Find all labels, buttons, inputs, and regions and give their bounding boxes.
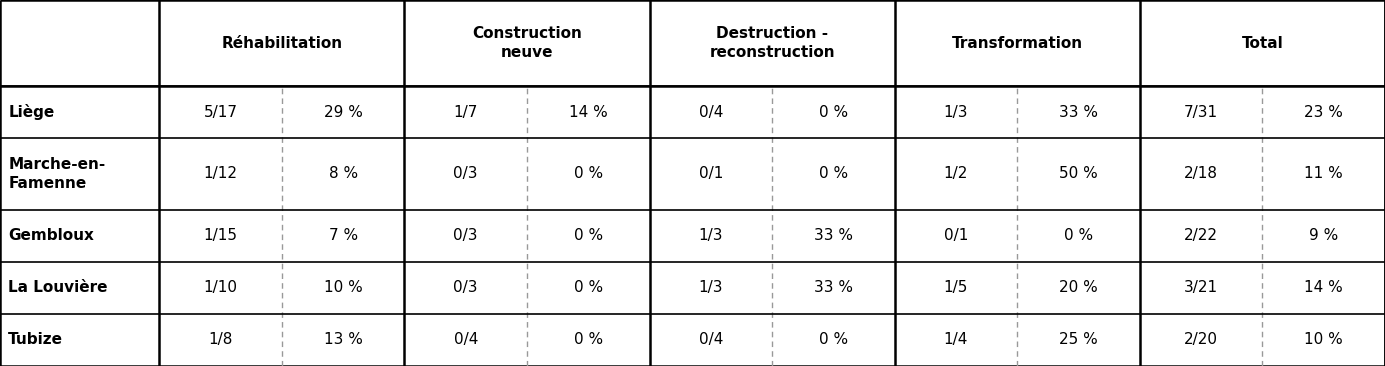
Text: 7 %: 7 % [328, 228, 357, 243]
Text: 25 %: 25 % [1060, 332, 1098, 347]
Text: 14 %: 14 % [1305, 280, 1343, 295]
Text: 0/4: 0/4 [698, 105, 723, 120]
Text: 0/3: 0/3 [453, 228, 478, 243]
Text: Réhabilitation: Réhabilitation [222, 36, 342, 51]
Text: 0/1: 0/1 [698, 167, 723, 182]
Text: Liège: Liège [8, 104, 54, 120]
Text: Total: Total [1241, 36, 1284, 51]
Text: 2/20: 2/20 [1184, 332, 1219, 347]
Text: 7/31: 7/31 [1184, 105, 1219, 120]
Text: 1/3: 1/3 [698, 228, 723, 243]
Text: 1/4: 1/4 [943, 332, 968, 347]
Text: 0/3: 0/3 [453, 280, 478, 295]
Text: 8 %: 8 % [328, 167, 357, 182]
Text: 33 %: 33 % [814, 228, 853, 243]
Text: 1/10: 1/10 [204, 280, 238, 295]
Text: 1/15: 1/15 [204, 228, 238, 243]
Text: 5/17: 5/17 [204, 105, 238, 120]
Text: 13 %: 13 % [324, 332, 363, 347]
Text: 1/7: 1/7 [453, 105, 478, 120]
Text: 1/2: 1/2 [943, 167, 968, 182]
Text: 20 %: 20 % [1060, 280, 1098, 295]
Text: La Louvière: La Louvière [8, 280, 108, 295]
Text: 33 %: 33 % [814, 280, 853, 295]
Text: 9 %: 9 % [1309, 228, 1338, 243]
Text: 0 %: 0 % [1064, 228, 1093, 243]
Text: 0 %: 0 % [573, 280, 602, 295]
Text: 0 %: 0 % [819, 105, 848, 120]
Text: 11 %: 11 % [1305, 167, 1343, 182]
Text: 1/12: 1/12 [204, 167, 238, 182]
Text: 0 %: 0 % [573, 167, 602, 182]
Text: 0 %: 0 % [819, 332, 848, 347]
Text: 50 %: 50 % [1060, 167, 1098, 182]
Text: Gembloux: Gembloux [8, 228, 94, 243]
Text: 0/3: 0/3 [453, 167, 478, 182]
Text: Destruction -
reconstruction: Destruction - reconstruction [709, 26, 835, 60]
Text: 0/4: 0/4 [698, 332, 723, 347]
Text: 2/22: 2/22 [1184, 228, 1219, 243]
Text: 0/4: 0/4 [453, 332, 478, 347]
Text: Construction
neuve: Construction neuve [472, 26, 582, 60]
Text: 14 %: 14 % [569, 105, 608, 120]
Text: 0/1: 0/1 [943, 228, 968, 243]
Text: Marche-en-
Famenne: Marche-en- Famenne [8, 157, 105, 191]
Text: 1/5: 1/5 [943, 280, 968, 295]
Text: 0 %: 0 % [819, 167, 848, 182]
Text: Transformation: Transformation [951, 36, 1083, 51]
Text: 3/21: 3/21 [1184, 280, 1219, 295]
Text: 2/18: 2/18 [1184, 167, 1219, 182]
Text: 33 %: 33 % [1060, 105, 1098, 120]
Text: 29 %: 29 % [324, 105, 363, 120]
Text: 23 %: 23 % [1305, 105, 1343, 120]
Text: 10 %: 10 % [1305, 332, 1343, 347]
Text: 1/3: 1/3 [698, 280, 723, 295]
Text: Tubize: Tubize [8, 332, 64, 347]
Text: 1/8: 1/8 [208, 332, 233, 347]
Text: 0 %: 0 % [573, 228, 602, 243]
Text: 10 %: 10 % [324, 280, 363, 295]
Text: 1/3: 1/3 [943, 105, 968, 120]
Text: 0 %: 0 % [573, 332, 602, 347]
